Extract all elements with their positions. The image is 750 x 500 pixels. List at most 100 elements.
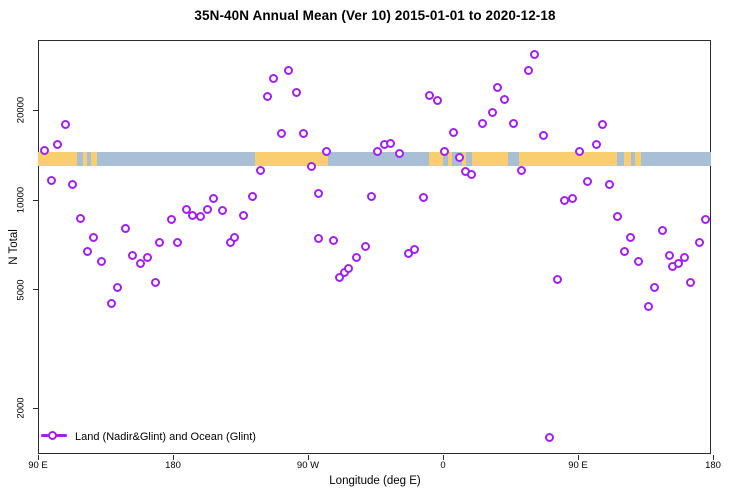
data-point	[127, 251, 137, 261]
data-point	[538, 130, 548, 140]
data-point	[575, 146, 585, 156]
data-point	[344, 263, 354, 273]
data-point	[262, 91, 272, 101]
data-point	[46, 176, 56, 186]
x-tick-label: 90 E	[28, 460, 48, 471]
data-point	[209, 194, 219, 204]
data-point	[701, 215, 711, 225]
map-band-segment-land	[83, 152, 88, 166]
map-band-segment-ocean	[630, 152, 635, 166]
map-band-segment-ocean	[443, 152, 448, 166]
data-point	[113, 282, 123, 292]
data-point	[694, 238, 704, 247]
data-point	[225, 238, 235, 247]
data-point	[673, 259, 683, 269]
x-axis-title: Longitude (deg E)	[329, 475, 421, 487]
x-tick-mark	[712, 455, 714, 460]
data-point	[477, 119, 487, 129]
data-point	[181, 204, 191, 214]
data-point	[150, 277, 160, 287]
data-point	[679, 253, 689, 263]
data-point	[425, 90, 435, 100]
map-band-segment-ocean	[617, 152, 625, 166]
data-point	[500, 95, 510, 105]
data-point	[591, 140, 601, 150]
data-point	[195, 212, 205, 222]
data-point	[106, 298, 116, 308]
data-point	[135, 259, 145, 269]
map-band-segment-ocean	[327, 152, 430, 166]
data-point	[217, 206, 227, 216]
x-tick-label: 0	[440, 460, 446, 471]
x-tick-label: 90 E	[568, 460, 588, 471]
map-band-segment-land	[255, 152, 328, 166]
data-point	[530, 50, 540, 60]
y-tick-mark	[33, 289, 38, 291]
data-point	[372, 146, 382, 156]
data-point	[82, 247, 92, 257]
x-tick-mark	[442, 455, 444, 460]
data-point	[552, 275, 562, 285]
map-band-segment-land	[462, 152, 466, 166]
data-point	[657, 226, 667, 235]
map-band-segment-land	[471, 152, 508, 166]
map-band-segment-ocean	[77, 152, 83, 166]
chart-title: 35N-40N Annual Mean (Ver 10) 2015-01-01 …	[194, 8, 556, 23]
map-band-segment-ocean	[87, 152, 91, 166]
data-point	[202, 204, 212, 214]
data-point	[625, 232, 635, 242]
data-point	[166, 215, 176, 225]
x-tick-label: 90 W	[296, 460, 320, 471]
data-point	[120, 224, 130, 234]
data-point	[89, 232, 99, 242]
data-point	[386, 138, 396, 148]
data-point	[488, 108, 498, 118]
data-point	[582, 177, 592, 187]
data-point	[509, 119, 519, 129]
data-point	[155, 238, 165, 247]
data-point	[395, 149, 405, 159]
data-point	[366, 191, 376, 201]
data-point	[448, 127, 458, 137]
y-tick-label: 5000	[15, 279, 27, 301]
data-point	[143, 253, 153, 263]
data-point	[545, 432, 555, 442]
data-point	[440, 146, 450, 156]
legend-marker-icon	[48, 431, 57, 440]
data-point	[612, 212, 622, 222]
data-point	[173, 238, 183, 247]
plot-area	[38, 40, 711, 454]
y-axis-title: N Total	[8, 229, 20, 265]
data-point	[39, 145, 49, 155]
x-tick-mark	[172, 455, 174, 460]
map-band-segment-land	[624, 152, 631, 166]
y-tick-mark	[33, 407, 38, 409]
map-band-segment-ocean	[96, 152, 256, 166]
data-point	[298, 129, 308, 139]
data-point	[276, 129, 286, 139]
x-tick-label: 180	[165, 460, 181, 471]
data-point	[492, 83, 502, 93]
map-band-segment-ocean	[465, 152, 472, 166]
data-point	[75, 213, 85, 223]
data-point	[567, 194, 577, 204]
data-point	[633, 257, 643, 267]
data-point	[239, 210, 249, 220]
data-point	[284, 66, 294, 76]
data-point	[649, 282, 659, 292]
data-point	[455, 152, 465, 162]
data-point	[328, 236, 338, 246]
y-tick-label: 20000	[15, 97, 27, 124]
map-band-segment-ocean	[641, 152, 712, 166]
data-point	[686, 277, 696, 287]
data-point	[313, 234, 323, 244]
data-point	[466, 169, 476, 179]
data-point	[516, 165, 526, 175]
data-point	[410, 245, 420, 255]
data-point	[255, 165, 265, 175]
x-tick-mark	[577, 455, 579, 460]
map-band-segment-land	[447, 152, 452, 166]
data-point	[597, 120, 607, 130]
map-band-segment-land	[429, 152, 443, 166]
